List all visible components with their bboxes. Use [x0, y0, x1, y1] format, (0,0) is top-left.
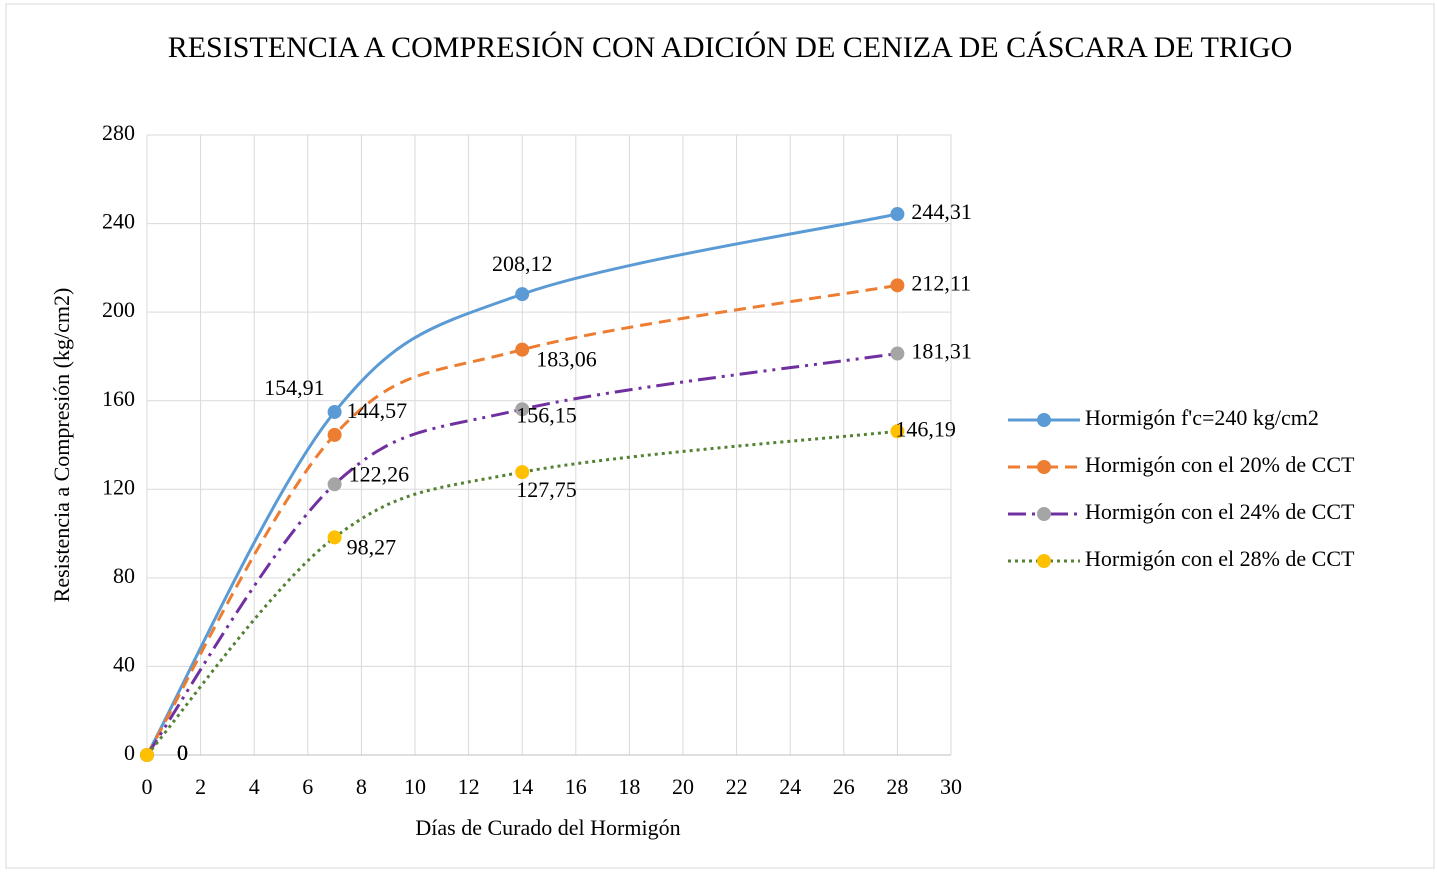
- data-label: 144,57: [347, 398, 408, 423]
- y-tick-label: 120: [102, 474, 135, 499]
- chart-border: [5, 3, 1435, 869]
- chart-title: RESISTENCIA A COMPRESIÓN CON ADICIÓN DE …: [167, 31, 1293, 64]
- series-line: [145, 352, 898, 756]
- data-label: 208,12: [492, 251, 553, 276]
- x-tick-label: 20: [672, 774, 694, 799]
- y-tick-label: 280: [102, 120, 135, 145]
- data-label: 181,31: [911, 339, 972, 364]
- x-tick-label: 12: [458, 774, 480, 799]
- data-label: 156,15: [516, 402, 577, 427]
- x-tick-label: 16: [565, 774, 587, 799]
- x-tick-label: 24: [779, 774, 801, 799]
- data-label: 0: [177, 740, 188, 765]
- x-tick-label: 4: [249, 774, 260, 799]
- x-tick-label: 30: [940, 774, 962, 799]
- data-point: [515, 402, 530, 417]
- data-point: [890, 424, 905, 439]
- x-tick-label: 2: [195, 774, 206, 799]
- legend-marker: [1037, 460, 1051, 474]
- data-label: 0: [177, 740, 188, 765]
- y-tick-label: 40: [113, 651, 135, 676]
- legend-label: Hormigón con el 28% de CCT: [1085, 546, 1355, 571]
- data-label: 0: [177, 740, 188, 765]
- legend-label: Hormigón f'c=240 kg/cm2: [1085, 405, 1319, 430]
- series-line: [145, 212, 898, 756]
- series-line: [145, 429, 898, 756]
- legend-marker: [1037, 413, 1051, 427]
- x-tick-label: 22: [726, 774, 748, 799]
- data-point: [140, 748, 154, 762]
- y-tick-label: 80: [113, 563, 135, 588]
- x-tick-label: 8: [356, 774, 367, 799]
- y-tick-label: 200: [102, 297, 135, 322]
- data-point: [327, 427, 342, 442]
- data-point: [327, 477, 342, 492]
- data-label: 154,91: [264, 375, 325, 400]
- data-point: [890, 278, 905, 293]
- legend-marker: [1037, 554, 1051, 568]
- legend-label: Hormigón con el 24% de CCT: [1085, 499, 1355, 524]
- data-label: 183,06: [536, 347, 597, 372]
- data-point: [327, 530, 342, 545]
- y-tick-label: 240: [102, 209, 135, 234]
- data-label: 127,75: [516, 477, 577, 502]
- x-tick-label: 26: [833, 774, 855, 799]
- data-point: [515, 465, 530, 480]
- y-tick-label: 0: [124, 740, 135, 765]
- y-axis-label: Resistencia a Compresión (kg/cm2): [49, 288, 74, 603]
- data-point: [890, 207, 905, 222]
- x-tick-label: 0: [142, 774, 153, 799]
- data-label: 212,11: [911, 270, 971, 295]
- legend-marker: [1037, 507, 1051, 521]
- data-point: [327, 404, 342, 419]
- data-point: [515, 287, 530, 302]
- x-tick-label: 6: [302, 774, 313, 799]
- data-label: 244,31: [911, 199, 972, 224]
- y-tick-label: 160: [102, 386, 135, 411]
- data-label: 98,27: [347, 534, 397, 559]
- series-line: [145, 283, 898, 756]
- x-axis-label: Días de Curado del Hormigón: [415, 815, 680, 840]
- x-tick-label: 18: [618, 774, 640, 799]
- data-label: 0: [177, 740, 188, 765]
- x-tick-label: 10: [404, 774, 426, 799]
- legend-label: Hormigón con el 20% de CCT: [1085, 452, 1355, 477]
- data-label: 122,26: [349, 461, 410, 486]
- x-tick-label: 28: [886, 774, 908, 799]
- data-label: 146,19: [895, 416, 956, 441]
- data-point: [515, 342, 530, 357]
- x-tick-label: 14: [511, 774, 533, 799]
- data-point: [890, 346, 905, 361]
